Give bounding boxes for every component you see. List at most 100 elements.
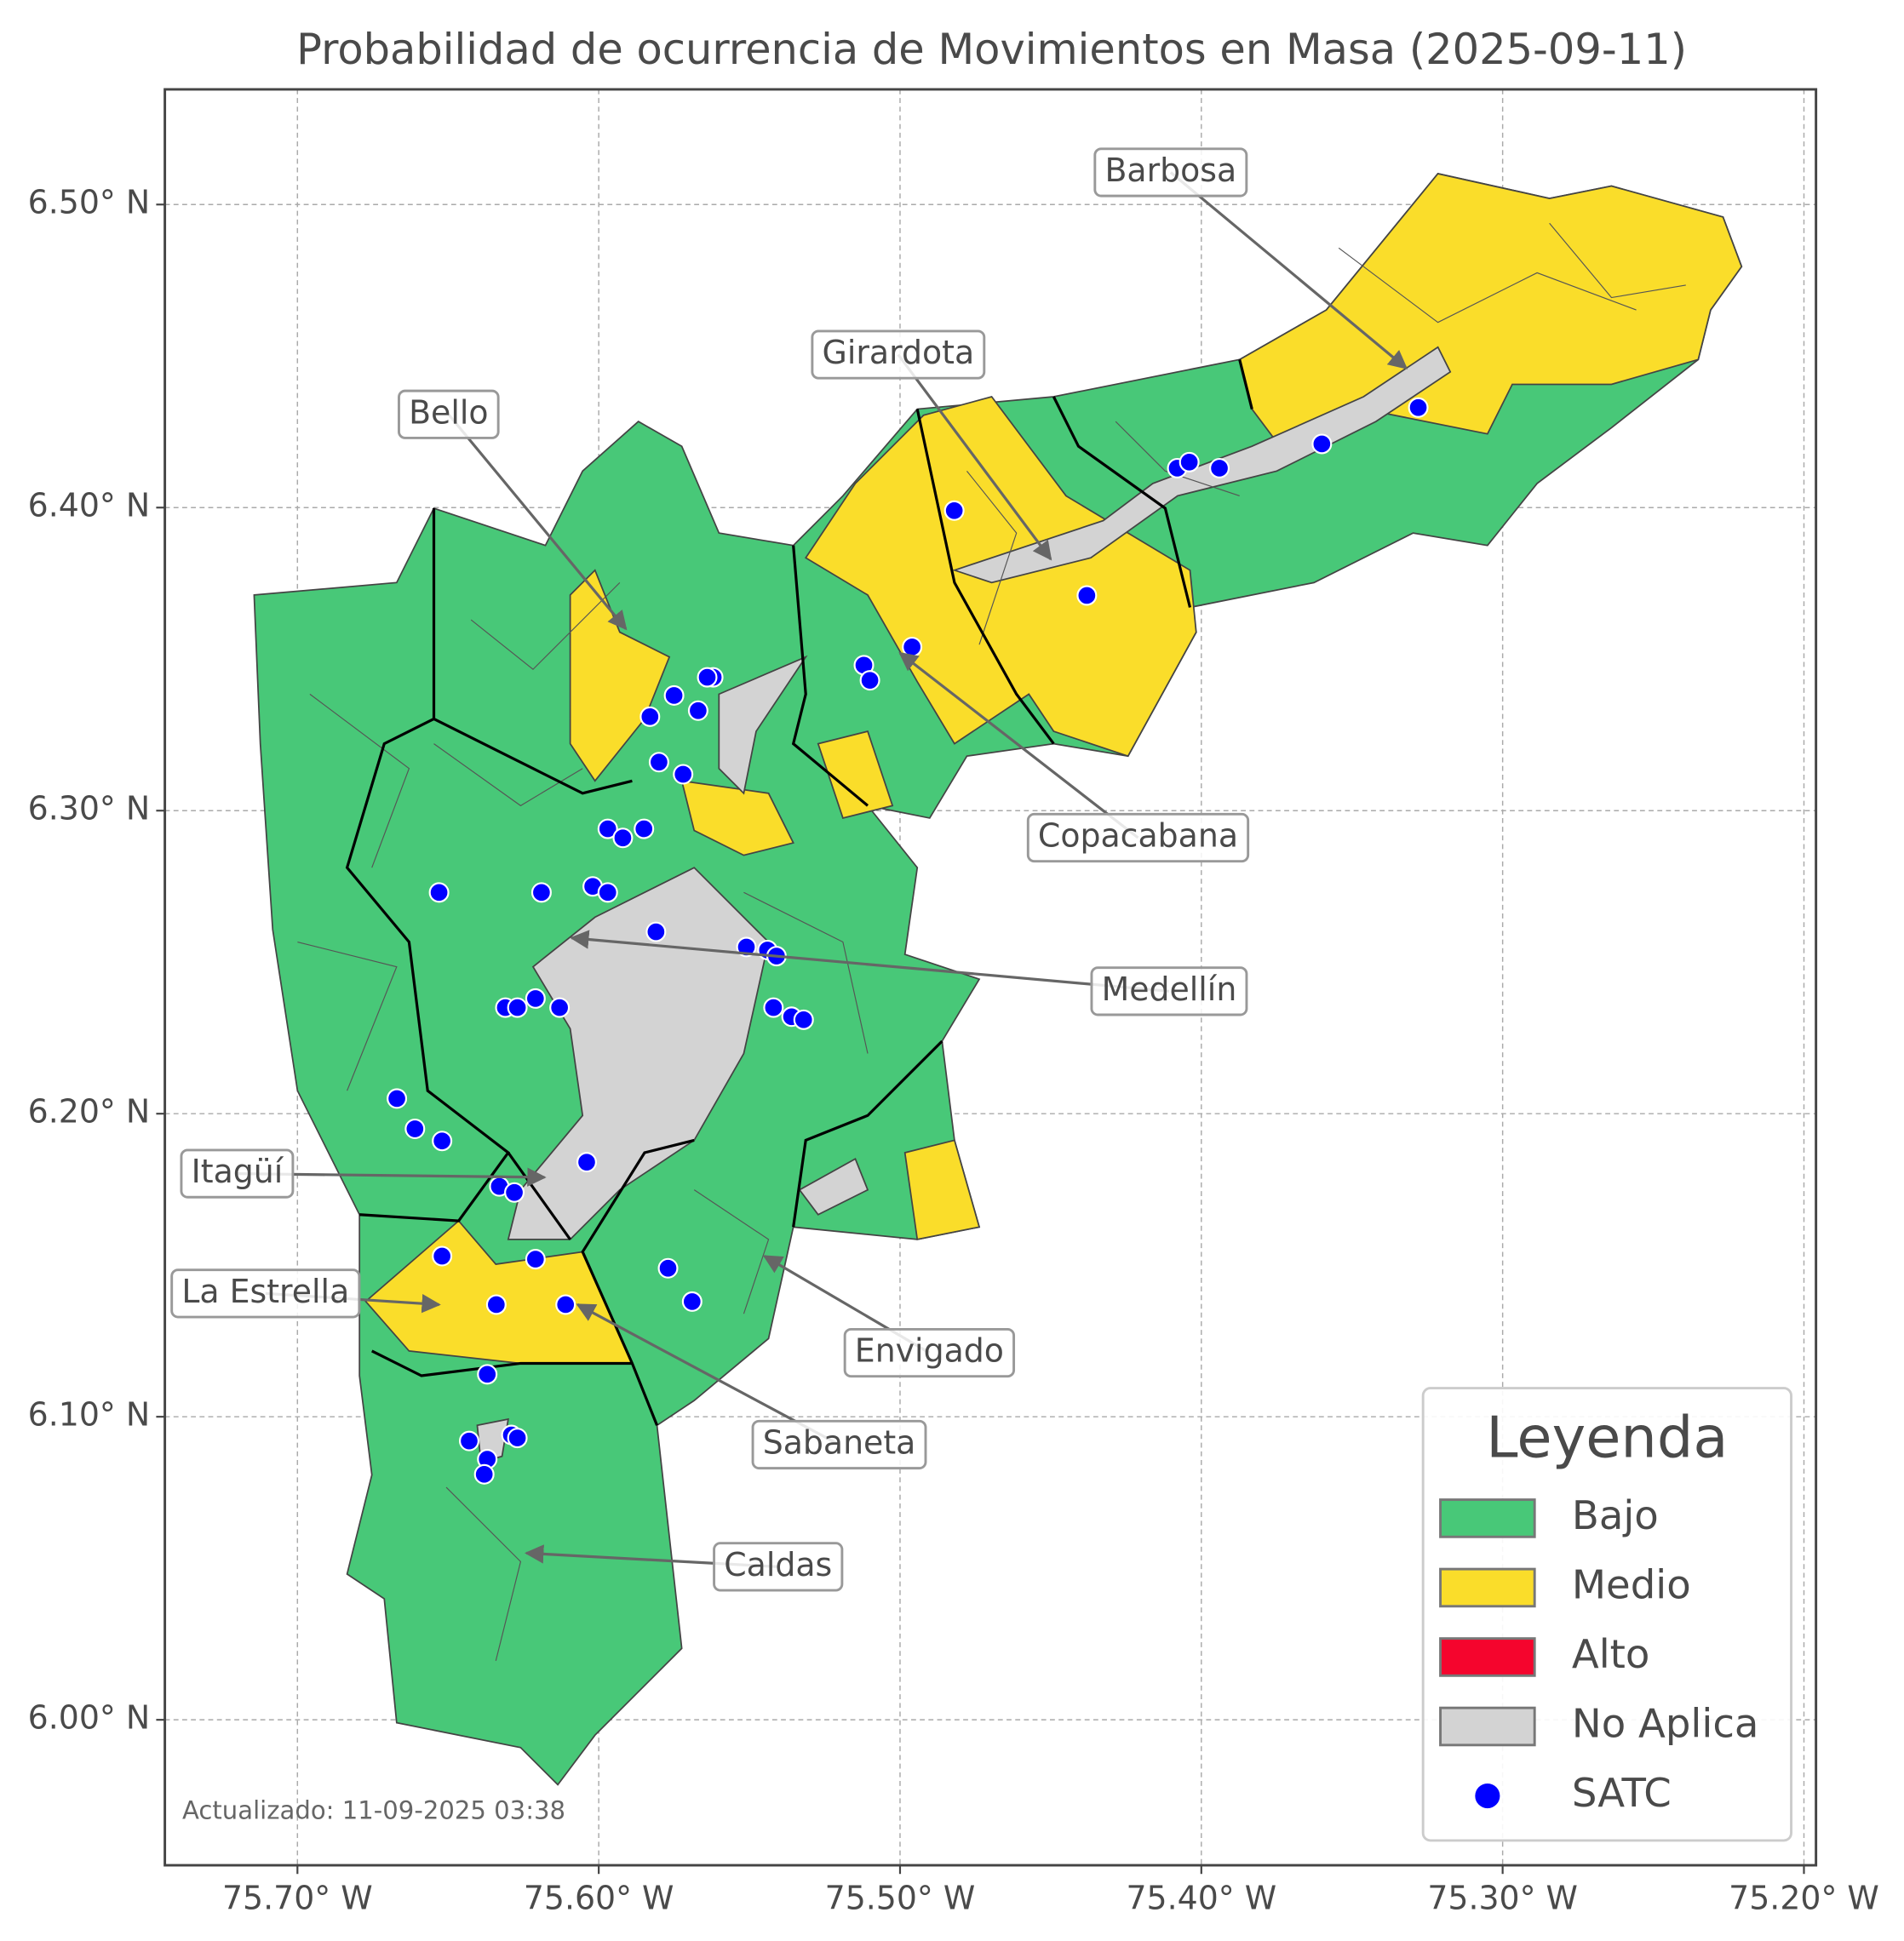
annotation-label: Envigado	[855, 1332, 1004, 1370]
x-tick-label: 75.30° W	[1427, 1879, 1578, 1916]
satc-point	[458, 1430, 479, 1451]
annotation-label: Caldas	[724, 1546, 832, 1583]
satc-point	[763, 997, 784, 1018]
legend-label: Medio	[1572, 1561, 1691, 1607]
legend-label: Bajo	[1572, 1492, 1659, 1538]
annotation-label: Barbosa	[1104, 152, 1236, 189]
x-tick-label: 75.70° W	[222, 1879, 373, 1916]
legend-swatch	[1439, 1567, 1536, 1608]
satc-point	[387, 1088, 408, 1109]
update-note: Actualizado: 11-09-2025 03:38	[182, 1795, 565, 1824]
region-no-aplica	[718, 655, 808, 795]
satc-point	[432, 1245, 453, 1267]
satc-point	[687, 700, 708, 721]
region-no-aplica	[952, 346, 1452, 584]
satc-point	[859, 670, 880, 691]
satc-point	[507, 1428, 528, 1449]
annotation-box	[1090, 966, 1248, 1016]
annotations: Barbosa Girardota Bello Copacabana Medellín I…	[170, 147, 1408, 1592]
region-medio	[569, 569, 671, 782]
region-medio	[903, 1139, 981, 1240]
axes: 75.70° W 75.60° W 75.50° W 75.40° W 75.30° W…	[28, 184, 1879, 1917]
satc-point	[525, 1249, 546, 1270]
map-frame	[163, 88, 1818, 1867]
x-tick-label: 75.40° W	[1126, 1879, 1276, 1916]
annotation-box	[180, 1148, 295, 1199]
satc-point	[576, 1152, 597, 1173]
annotation-label: Itagüí	[192, 1153, 284, 1190]
annotation-box	[398, 389, 500, 439]
satc-points	[387, 397, 1429, 1485]
satc-point	[736, 936, 757, 958]
region-no-aplica	[798, 1158, 869, 1216]
satc-point	[1209, 457, 1230, 478]
satc-point	[597, 818, 618, 839]
y-tick-label: 6.40° N	[28, 487, 150, 524]
regions	[253, 172, 1743, 1786]
y-tick-label: 6.10° N	[28, 1396, 150, 1434]
annotation-arrow	[1169, 171, 1408, 369]
annotation-label: Sabaneta	[763, 1423, 916, 1461]
annotation-box	[170, 1268, 361, 1319]
satc-point	[673, 764, 694, 785]
annotation-box	[843, 1327, 1016, 1378]
satc-point	[432, 1131, 453, 1152]
annotation-arrow	[447, 413, 628, 631]
annotation-arrow	[570, 930, 1170, 993]
satc-point	[1408, 397, 1429, 418]
y-tick-label: 6.50° N	[28, 184, 150, 221]
region-bajo	[253, 172, 1743, 1786]
satc-point	[943, 500, 965, 521]
annotation-box	[811, 329, 986, 380]
legend-swatch	[1439, 1637, 1536, 1677]
satc-point	[504, 1182, 525, 1203]
satc-point	[612, 827, 634, 849]
satc-point	[657, 1257, 679, 1279]
satc-point	[549, 997, 571, 1018]
x-tick-label: 75.50° W	[825, 1879, 976, 1916]
annotation-label: Medellín	[1102, 970, 1237, 1008]
legend-label: SATC	[1572, 1770, 1672, 1816]
satc-point	[639, 706, 661, 727]
satc-point	[697, 667, 718, 688]
satc-point	[530, 882, 552, 903]
annotation-box	[1093, 147, 1248, 198]
satc-point	[555, 1294, 576, 1315]
satc-point	[597, 882, 618, 903]
legend-swatch	[1439, 1706, 1536, 1747]
satc-point	[507, 997, 528, 1018]
y-tick-label: 6.30° N	[28, 790, 150, 827]
legend-label: No Aplica	[1572, 1700, 1759, 1746]
satc-point	[404, 1118, 426, 1140]
region-medio	[817, 730, 894, 819]
y-tick-label: 6.20° N	[28, 1093, 150, 1131]
legend-label: Alto	[1572, 1631, 1650, 1677]
satc-point	[902, 636, 923, 657]
annotation-arrow	[897, 353, 1052, 561]
x-tick-label: 75.20° W	[1729, 1879, 1879, 1916]
annotation-label: Copacabana	[1038, 817, 1238, 855]
annotation-label: La Estrella	[181, 1273, 349, 1310]
satc-point	[634, 818, 655, 839]
annotation-label: Bello	[409, 393, 488, 431]
satc-point	[485, 1294, 507, 1315]
satc-point	[645, 921, 667, 942]
legend-title: Leyenda	[1486, 1405, 1728, 1471]
satc-point	[477, 1364, 498, 1385]
region-medio	[1238, 172, 1743, 460]
satc-point	[663, 684, 685, 706]
annotation-label: Girardota	[823, 334, 975, 371]
satc-point	[793, 1009, 814, 1030]
satc-point	[681, 1291, 703, 1312]
annotation-arrow	[898, 651, 1139, 839]
municipal-borders	[345, 358, 1253, 1426]
y-tick-label: 6.00° N	[28, 1699, 150, 1737]
satc-point	[428, 882, 450, 903]
map-title: Probabilidad de ocurrencia de Movimiento…	[296, 25, 1687, 74]
legend-marker	[1475, 1783, 1500, 1809]
satc-point	[525, 988, 546, 1009]
satc-point	[1179, 451, 1200, 472]
legend-swatch	[1439, 1498, 1536, 1538]
annotation-box	[1026, 812, 1250, 863]
